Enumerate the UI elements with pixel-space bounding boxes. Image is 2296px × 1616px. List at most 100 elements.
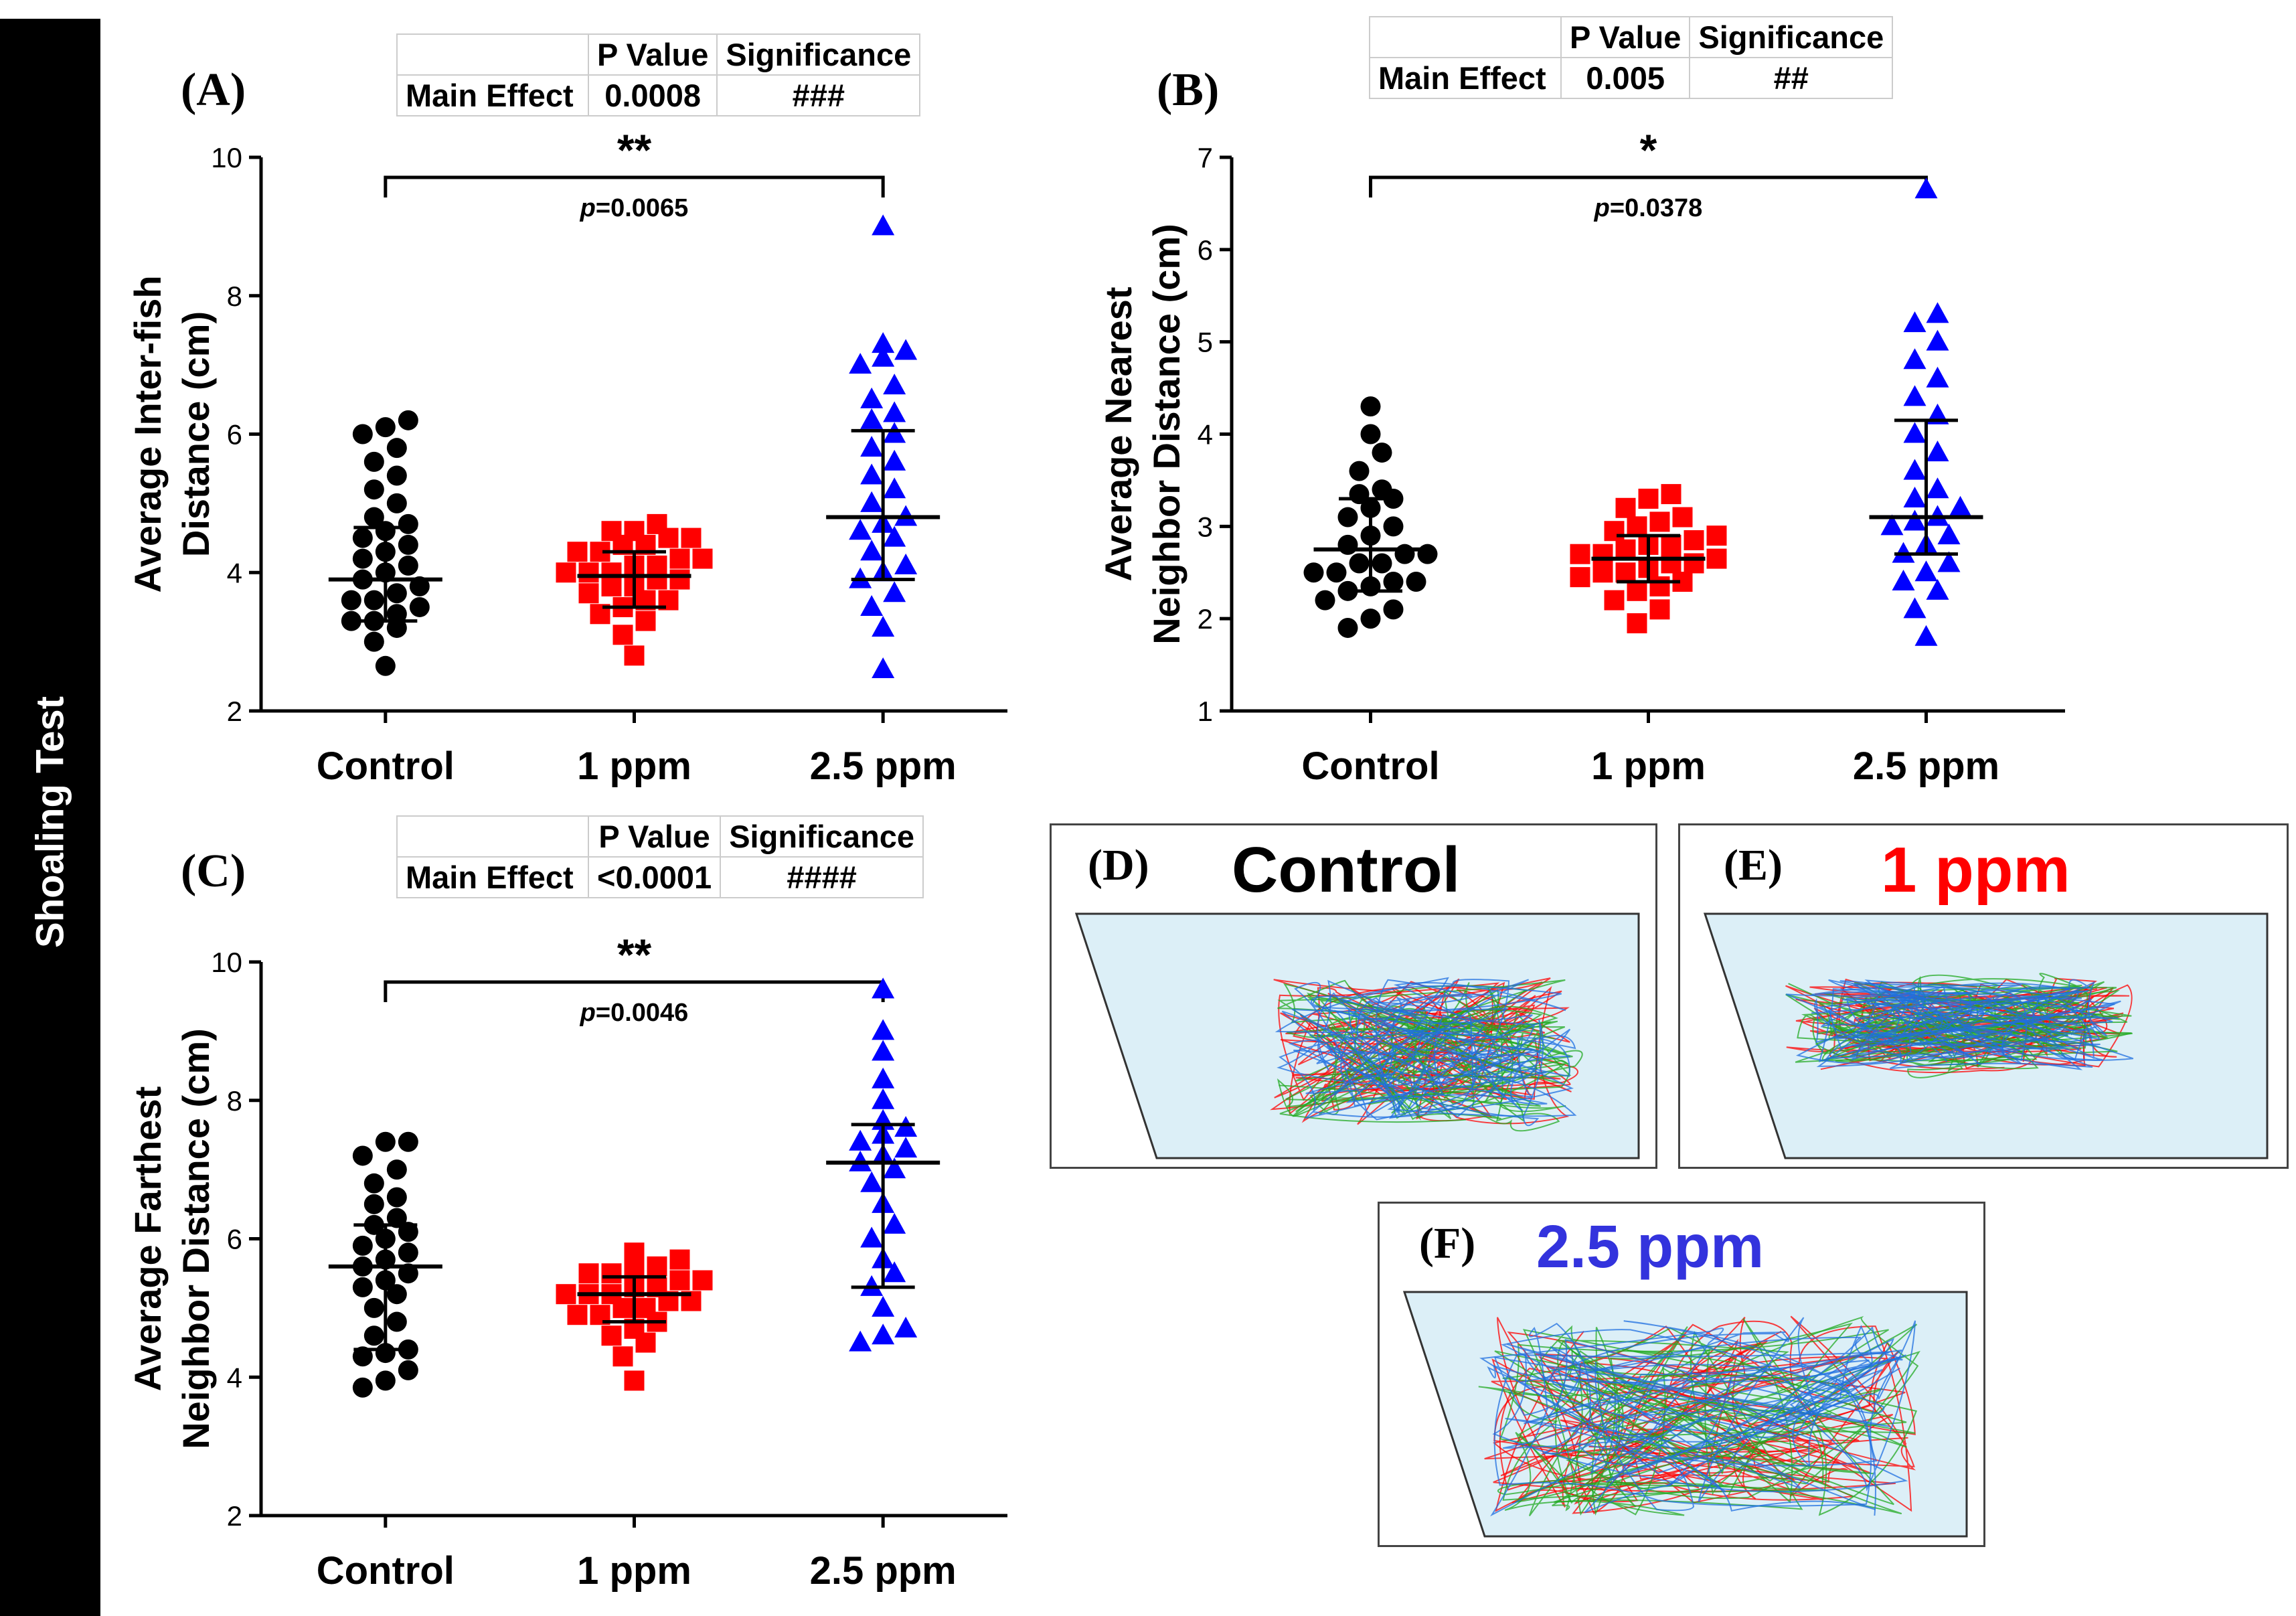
trajectory-path (1493, 1326, 1901, 1512)
data-point-control (1360, 609, 1381, 629)
data-point-2-5ppm (860, 436, 884, 457)
data-point-1ppm (567, 542, 588, 562)
significance-pvalue: p=0.0378 (1594, 194, 1703, 222)
table-pvalue: 0.0008 (587, 74, 718, 116)
data-point-control (341, 611, 361, 631)
data-point-control (1417, 544, 1438, 564)
panel-d-letter: (D) (1088, 841, 1149, 890)
table-header-pvalue: P Value (587, 815, 722, 858)
panel-a-stats-table: P Value Significance Main Effect 0.0008 … (396, 33, 921, 116)
y-tick-label: 6 (1198, 234, 1213, 266)
data-point-2-5ppm (883, 374, 906, 395)
trajectory-path (1785, 979, 2103, 1064)
data-point-2-5ppm (860, 1226, 884, 1248)
data-point-control (363, 451, 384, 472)
data-point-control (409, 596, 430, 617)
data-point-control (1372, 553, 1392, 574)
data-point-control (386, 1311, 407, 1332)
data-point-control (352, 1235, 373, 1256)
table-header-significance: Significance (716, 33, 921, 76)
data-point-control (1383, 599, 1404, 620)
y-tick-label: 4 (227, 1362, 242, 1393)
data-point-2-5ppm (894, 1116, 918, 1137)
y-axis-label-line2: Neighbor Distance (cm) (175, 1028, 217, 1449)
significance-stars: ** (617, 930, 652, 979)
data-point-2-5ppm (849, 353, 872, 374)
data-point-2-5ppm (872, 1019, 895, 1040)
track-d-tank (1074, 912, 1640, 1159)
data-point-2-5ppm (872, 615, 895, 637)
panel-a-letter: (A) (181, 64, 246, 116)
data-point-1ppm (578, 1263, 599, 1284)
data-point-1ppm (647, 555, 667, 576)
trajectory-path (1275, 977, 1571, 1127)
data-point-1ppm (1649, 576, 1670, 596)
data-point-control (1406, 572, 1426, 592)
data-point-2-5ppm (1914, 625, 1938, 646)
data-point-1ppm (1615, 497, 1636, 518)
data-point-1ppm (1570, 544, 1590, 564)
data-point-2-5ppm (1903, 486, 1926, 507)
data-point-1ppm (692, 548, 713, 569)
data-point-2-5ppm (860, 408, 884, 429)
table-significance: ## (1689, 57, 1894, 99)
data-point-2-5ppm (894, 1316, 918, 1338)
y-tick-label: 10 (211, 947, 242, 978)
data-point-2-5ppm (849, 519, 872, 540)
data-point-1ppm (647, 513, 667, 534)
data-point-2-5ppm (894, 553, 918, 574)
data-point-2-5ppm (1880, 514, 1904, 536)
data-point-2-5ppm (883, 526, 906, 547)
data-point-1ppm (1627, 516, 1647, 537)
data-point-control (398, 410, 418, 430)
pvalue-p-italic: p (580, 999, 596, 1027)
data-point-2-5ppm (883, 401, 906, 422)
data-point-control (1349, 553, 1370, 574)
data-point-2-5ppm (1937, 523, 1961, 545)
data-point-1ppm (1615, 539, 1636, 560)
table-header-blank (396, 815, 589, 858)
y-tick-label: 8 (227, 280, 242, 312)
data-point-2-5ppm (883, 1157, 906, 1179)
x-tick-label: Control (317, 1549, 455, 1593)
data-point-2-5ppm (1903, 459, 1926, 480)
table-row-label: Main Effect (396, 74, 589, 116)
data-point-2-5ppm (1903, 348, 1926, 370)
x-tick-label: 2.5 ppm (810, 1549, 957, 1593)
data-point-1ppm (669, 548, 690, 569)
trajectory-path (1828, 981, 2134, 1070)
data-point-2-5ppm (1926, 366, 1949, 388)
data-point-control (375, 1370, 396, 1391)
data-point-1ppm (1604, 521, 1625, 542)
data-point-control (1383, 572, 1404, 592)
pvalue-number: =0.0065 (596, 194, 688, 222)
significance-stars: * (1640, 125, 1657, 175)
y-tick-label: 6 (227, 419, 242, 451)
data-point-2-5ppm (1926, 578, 1949, 600)
data-point-control (375, 655, 396, 676)
panel-e-title: 1 ppm (1881, 834, 2070, 906)
data-point-control (398, 1242, 418, 1263)
data-point-control (386, 1208, 407, 1228)
data-point-1ppm (567, 1305, 588, 1325)
table-header-pvalue: P Value (587, 33, 718, 76)
data-point-2-5ppm (872, 657, 895, 678)
data-point-1ppm (1661, 553, 1682, 574)
data-point-control (386, 1159, 407, 1180)
trajectory-path (1811, 979, 2119, 1067)
data-point-control (1337, 617, 1358, 638)
trajectory-path (1277, 979, 1577, 1119)
data-point-2-5ppm (1903, 311, 1926, 333)
data-point-2-5ppm (872, 977, 895, 999)
panel-b-stats-table: P Value Significance Main Effect 0.005 #… (1369, 16, 1894, 99)
table-row-label: Main Effect (396, 856, 589, 898)
data-point-2-5ppm (860, 491, 884, 512)
chart-a: 2 4 6 8 10 Control 1 ppm 2.5 ppm Average Inter-f… (127, 125, 1007, 788)
data-point-1ppm (1706, 548, 1727, 569)
chart-c: 2 4 6 8 10 Control 1 ppm 2.5 ppm Average Farthes… (127, 930, 1007, 1593)
pvalue-p-italic: p (1594, 194, 1610, 222)
pvalue-number: =0.0378 (1610, 194, 1702, 222)
panel-c-stats-table: P Value Significance Main Effect <0.0001… (396, 815, 924, 898)
data-point-control (386, 438, 407, 459)
data-point-2-5ppm (860, 594, 884, 616)
